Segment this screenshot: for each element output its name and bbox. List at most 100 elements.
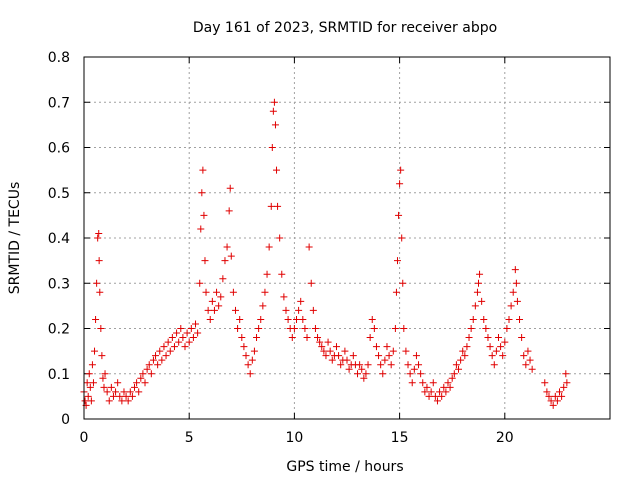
data-point [147, 370, 155, 378]
data-point [343, 356, 351, 364]
data-point [511, 266, 519, 274]
data-point [385, 352, 393, 360]
data-point [455, 365, 463, 373]
data-point [226, 184, 234, 192]
data-point [412, 352, 420, 360]
data-point [392, 288, 400, 296]
data-point [168, 334, 176, 342]
data-point [484, 334, 492, 342]
data-point [137, 374, 145, 382]
data-point [156, 347, 164, 355]
data-point [229, 288, 237, 296]
data-point [549, 401, 557, 409]
data-point [96, 288, 104, 296]
data-point [105, 397, 113, 405]
data-point [518, 334, 526, 342]
data-points [80, 98, 571, 409]
data-point [397, 166, 405, 174]
data-point [145, 361, 153, 369]
data-point [541, 379, 549, 387]
data-point [87, 397, 95, 405]
data-point [473, 288, 481, 296]
x-tick-label: 20 [496, 430, 514, 446]
data-point [273, 166, 281, 174]
data-point [200, 211, 208, 219]
data-point [488, 352, 496, 360]
data-point [84, 392, 92, 400]
data-point [284, 315, 292, 323]
data-point [335, 352, 343, 360]
data-point [215, 302, 223, 310]
data-point [231, 306, 239, 314]
data-point [141, 379, 149, 387]
axis-ticks: 0 0.1 0.2 0.3 0.4 0.5 0.6 0.7 0.8 0 5 10 15 20 [48, 50, 610, 446]
data-point [225, 207, 233, 215]
y-tick-label: 0.7 [48, 95, 70, 111]
data-point [120, 388, 128, 396]
data-point [259, 302, 267, 310]
data-point [509, 288, 517, 296]
data-point [551, 392, 559, 400]
data-point [152, 352, 160, 360]
data-point [217, 293, 225, 301]
data-point [332, 343, 340, 351]
data-point [242, 352, 250, 360]
data-point [556, 388, 564, 396]
data-point [107, 383, 115, 391]
data-point [524, 347, 532, 355]
data-point [189, 334, 197, 342]
data-point [135, 388, 143, 396]
data-point [543, 388, 551, 396]
data-point [293, 315, 301, 323]
data-point [402, 347, 410, 355]
data-point [547, 397, 555, 405]
data-point [421, 388, 429, 396]
data-point [400, 325, 408, 332]
data-point [185, 338, 193, 346]
data-point [545, 392, 553, 400]
data-point [183, 329, 191, 337]
data-point [349, 352, 357, 360]
data-point [396, 180, 404, 188]
y-tick-label: 0.4 [48, 231, 70, 247]
data-point [177, 325, 185, 332]
data-point [196, 279, 204, 287]
data-point [173, 329, 181, 337]
data-point [93, 279, 101, 287]
data-point [328, 356, 336, 364]
data-point [354, 370, 362, 378]
data-point [83, 379, 91, 387]
y-tick-label: 0.1 [48, 367, 70, 383]
x-tick-label: 10 [285, 430, 303, 446]
data-point [208, 297, 216, 305]
data-point [364, 361, 372, 369]
data-point [562, 370, 570, 378]
data-point [461, 352, 469, 360]
data-point [341, 347, 349, 355]
data-point [257, 315, 265, 323]
data-point [305, 243, 313, 251]
data-point [86, 383, 94, 391]
data-point [419, 379, 427, 387]
data-point [450, 370, 458, 378]
data-point [438, 392, 446, 400]
data-point [307, 279, 315, 287]
data-point [494, 334, 502, 342]
data-point [360, 374, 368, 382]
data-point [210, 306, 218, 314]
data-point [204, 306, 212, 314]
data-point [478, 297, 486, 305]
data-point [440, 383, 448, 391]
y-tick-label: 0.6 [48, 141, 70, 157]
data-point [85, 370, 93, 378]
data-point [160, 343, 168, 351]
data-point [282, 306, 290, 314]
data-point [442, 388, 450, 396]
data-point [553, 397, 561, 405]
data-point [393, 257, 401, 265]
data-point [399, 279, 407, 287]
data-point [366, 334, 374, 342]
data-point [320, 347, 328, 355]
data-point [170, 343, 178, 351]
